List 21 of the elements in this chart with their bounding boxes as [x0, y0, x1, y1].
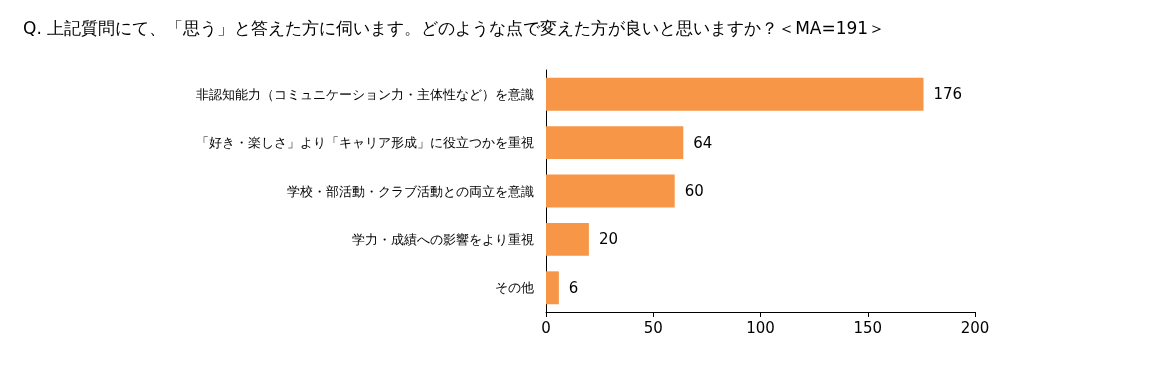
y-tick-label: 学校・部活動・クラブ活動との両立を意識 [287, 183, 534, 199]
bar [546, 126, 684, 160]
x-tick-label: 200 [960, 318, 990, 337]
bar [546, 77, 924, 111]
data-label: 60 [684, 182, 704, 200]
y-tick-label: 非認知能力（コミュニケーション力・主体性など）を意識 [196, 86, 534, 102]
y-tick-label: 学力・成績への影響をより重視 [352, 231, 534, 247]
data-label: 176 [933, 85, 963, 104]
x-tick-label: 150 [853, 318, 883, 337]
x-tick-label: 50 [643, 318, 663, 337]
bar [546, 174, 675, 208]
data-label: 20 [598, 230, 618, 249]
bar [546, 271, 559, 305]
x-tick-label: 100 [746, 318, 775, 337]
y-tick-label: 「好き・楽しさ」より「キャリア形成」に役立つかを重視 [196, 135, 534, 151]
data-label: 64 [693, 133, 713, 152]
chart-title: Q. 上記質問にて、「思う」と答えた方に伺います。どのような点で変えた方が良いと思いますか？＜MA=191＞ [23, 17, 886, 38]
bar [546, 222, 589, 256]
data-label: 6 [568, 278, 579, 297]
x-tick-label: 0 [541, 318, 551, 337]
y-tick-label: その他 [495, 280, 534, 296]
